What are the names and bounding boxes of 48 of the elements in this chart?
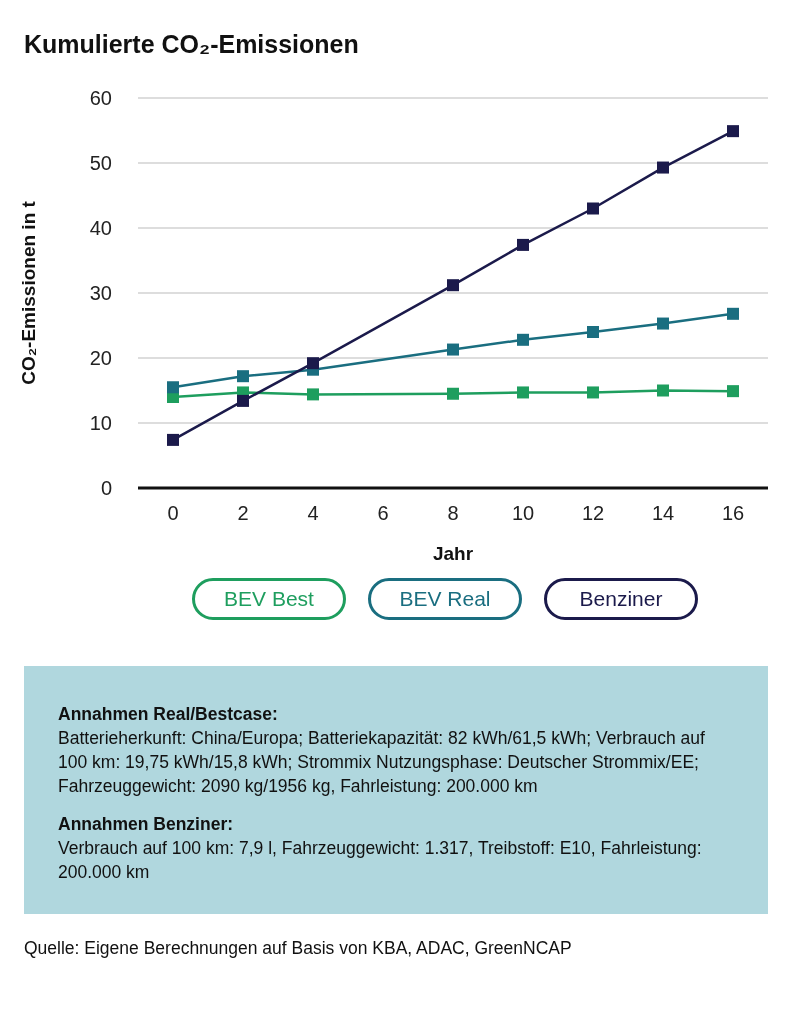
point (657, 317, 669, 330)
point (517, 333, 529, 346)
point (447, 387, 459, 400)
point (727, 307, 739, 320)
text: Annahmen Real/Bestcase: (58, 703, 279, 726)
y-tick-label: 50 (89, 152, 112, 175)
point (657, 384, 669, 397)
x-tick-label: 0 (167, 502, 179, 525)
point (587, 202, 599, 215)
x-tick-label: 6 (377, 502, 389, 525)
x-tick-label: 12 (581, 502, 605, 525)
point (237, 394, 249, 407)
y-tick-label: 0 (100, 477, 112, 500)
source-note: Quelle: Eigene Berechnungen auf Basis von KBA, ADAC, GreenNCAP (24, 938, 573, 959)
point (517, 386, 529, 399)
y-axis-title: CO₂-Emissionen in t (17, 200, 39, 385)
x-tick-label: 10 (511, 502, 535, 525)
point (657, 161, 669, 174)
point (167, 381, 179, 394)
x-tick-label: 2 (237, 502, 249, 525)
point (447, 343, 459, 356)
point (587, 326, 599, 338)
y-tick-label: 40 (89, 217, 112, 240)
x-tick-label: 16 (721, 502, 745, 525)
text: BEV Best (192, 578, 346, 620)
text: Annahmen Benziner: (58, 813, 235, 836)
point (517, 238, 529, 251)
chart-title: Kumulierte CO₂-Emissionen (23, 29, 360, 60)
x-tick-label: 14 (651, 502, 675, 525)
x-tick-label: 4 (307, 502, 319, 525)
point (237, 370, 249, 383)
point (727, 125, 739, 138)
point (307, 388, 319, 401)
point (587, 386, 599, 399)
y-tick-label: 60 (89, 87, 112, 110)
y-tick-label: 10 (89, 412, 112, 435)
point (727, 385, 739, 398)
x-axis-title: Jahr (432, 543, 474, 564)
text: Benziner (544, 578, 698, 620)
y-tick-label: 30 (89, 282, 112, 305)
point (307, 357, 319, 370)
text: BEV Real (368, 578, 522, 620)
text: Batterieherkunft: China/Europa; Batteriekapazität: 82 kWh/61,5 kWh; Verbrauch auf 100 km: 19,75 kWh/15,8 kWh; Strommix Nutzungsphase: Deutscher Strommix/EE; Fahrzeuggewicht: 2090 kg/1956 kg, Fahrleistung: 200.000 km (58, 727, 706, 798)
y-tick-label: 20 (89, 347, 112, 370)
point (447, 279, 459, 292)
x-tick-label: 8 (447, 502, 459, 525)
text: Verbrauch auf 100 km: 7,9 l, Fahrzeuggewicht: 1.317, Treibstoff: E10, Fahrleistung: 200.000 km (58, 837, 703, 884)
point (167, 433, 179, 446)
